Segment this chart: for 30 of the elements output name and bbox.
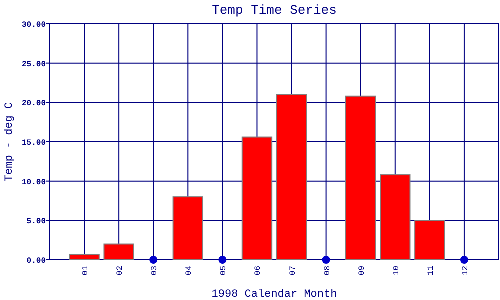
- bar: [69, 254, 100, 260]
- x-tick-label: 08: [323, 266, 332, 276]
- x-tick-label: 09: [358, 266, 367, 276]
- x-tick-label: 10: [392, 266, 402, 276]
- bar: [276, 94, 308, 260]
- y-tick-label: 5.00: [26, 218, 46, 227]
- bar: [414, 220, 446, 260]
- bar: [345, 96, 376, 260]
- y-tick-label: 25.00: [22, 60, 46, 70]
- x-tick-label: 01: [82, 266, 91, 276]
- x-tick-label: 06: [254, 266, 264, 276]
- chart-title: Temp Time Series: [212, 3, 337, 18]
- y-axis-title: Temp - deg C: [4, 102, 16, 182]
- y-tick-label: 30.00: [22, 21, 46, 30]
- x-tick-label: 03: [150, 266, 160, 276]
- x-tick-label: 12: [461, 266, 470, 276]
- x-tick-label: 11: [426, 266, 436, 276]
- y-tick-label: 15.00: [22, 139, 46, 148]
- x-tick-label: 07: [288, 266, 298, 276]
- bar: [380, 174, 411, 260]
- x-axis-title: 1998 Calendar Month: [212, 289, 338, 300]
- x-tick-label: 05: [220, 266, 229, 276]
- y-tick-label: 0.00: [26, 257, 46, 266]
- x-tick-label: 04: [185, 266, 194, 276]
- y-tick-label: 10.00: [22, 178, 46, 188]
- y-tick-label: 20.00: [22, 100, 46, 109]
- x-tick-label: 02: [116, 266, 126, 276]
- bar: [242, 136, 273, 260]
- bar: [104, 244, 134, 260]
- bar: [172, 196, 204, 260]
